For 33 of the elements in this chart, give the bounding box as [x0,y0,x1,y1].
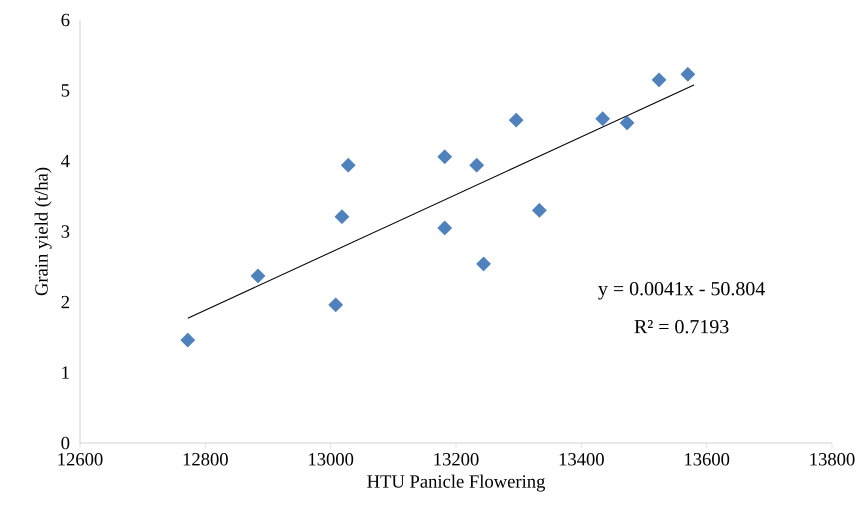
point [437,149,452,164]
y-tick-label: 0 [61,436,70,450]
point [180,332,196,348]
y-axis-title: Grain yield (t/ha) [34,168,52,296]
point [652,72,666,88]
x-tick-label: 13800 [810,453,855,466]
annotation: R² = 0.7193 [634,320,728,334]
point [532,203,547,218]
y-tick-label: 5 [62,84,70,97]
x-axis-title: HTU Panicle Flowering [367,474,546,492]
y-tick-label: 4 [61,154,70,168]
point [437,220,452,236]
x-tick-label: 13200 [434,453,479,466]
point [595,111,610,126]
x-tick-label: 13400 [560,453,604,466]
x-tick-label: 13600 [685,453,730,466]
point [250,268,266,284]
point [476,256,491,272]
y-tick-label: 2 [62,296,69,308]
point [680,66,696,82]
y-tick-label: 1 [62,366,69,379]
y-tick-label: 6 [61,14,70,26]
x-tick-label: 13000 [309,453,354,466]
point [508,112,524,128]
point [328,298,343,312]
point [469,158,484,173]
point [334,209,350,224]
y-tick-label: 3 [62,225,70,238]
point [340,158,356,173]
point [620,116,634,130]
annotation: y = 0.0041x - 50.804 [598,282,765,300]
x-tick-label: 12600 [58,453,103,466]
x-tick-label: 12800 [184,453,228,466]
